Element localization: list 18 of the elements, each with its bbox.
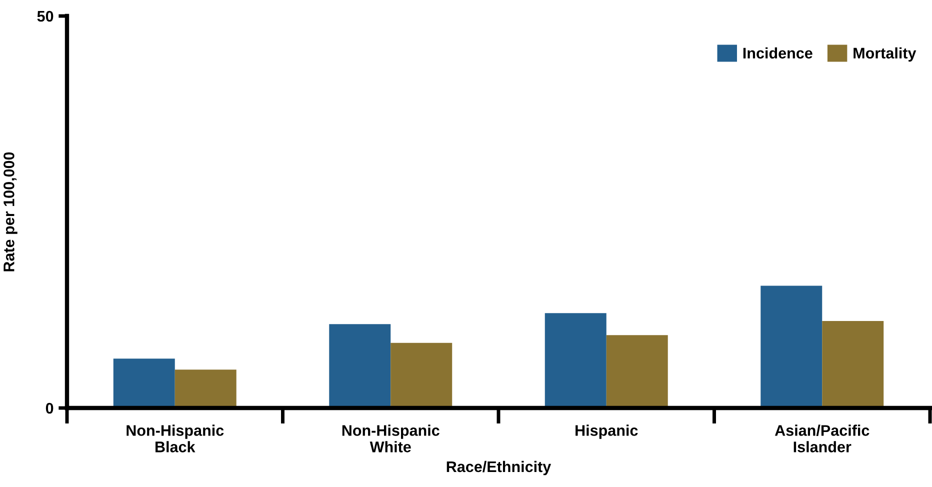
- x-axis-title: Race/Ethnicity: [446, 460, 552, 476]
- y-axis-title: Rate per 100,000: [4, 152, 18, 272]
- bar: [174, 370, 236, 408]
- bar: [329, 324, 391, 408]
- bar: [760, 286, 822, 408]
- x-tick-label: Non-Hispanic Black: [126, 424, 224, 452]
- x-tick-label: Hispanic: [576, 424, 638, 439]
- y-tick-label: 0: [46, 402, 54, 414]
- bar: [544, 313, 606, 408]
- bar: [606, 335, 668, 408]
- bar: [390, 342, 452, 408]
- legend-label: Incidence: [743, 47, 812, 59]
- y-tick-label: 50: [37, 10, 54, 22]
- x-tick-label: Asian/Pacific Islander: [774, 424, 870, 452]
- bar: [822, 320, 884, 408]
- legend-label: Mortality: [854, 47, 916, 62]
- bar: [113, 358, 175, 408]
- x-tick-label: Non-Hispanic White: [342, 424, 440, 452]
